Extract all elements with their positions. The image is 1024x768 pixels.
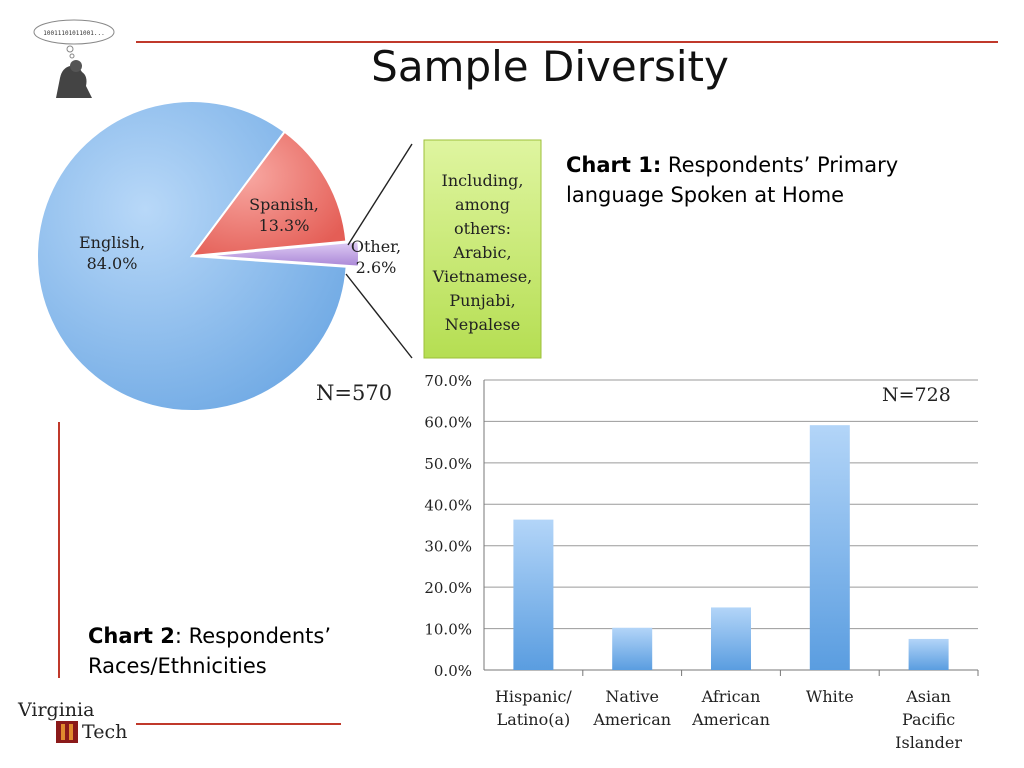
chart1-caption-text: Respondents’ Primary language Spoken at … [566, 153, 899, 207]
bar-white [809, 425, 850, 670]
bar-ytick-label: 30.0% [424, 538, 472, 556]
bar-ytick-label: 40.0% [424, 496, 472, 514]
pie-label-english: English, [79, 233, 145, 252]
bar-asian-pacific-islander [908, 638, 949, 670]
callout-line: among [455, 195, 510, 214]
bottom-accent-line [136, 723, 341, 725]
callout-line: Arabic, [452, 243, 511, 262]
bar-category-label: Islander [895, 733, 962, 752]
callout-line: Punjabi, [449, 291, 515, 310]
pie-chart: English, 84.0% Spanish, 13.3% Other, 2.6% Inc… [36, 100, 542, 412]
bar-category-label: American [691, 710, 770, 729]
bar-category-label: African [701, 687, 761, 706]
bar-native-american [612, 627, 653, 670]
bar-n-label: N=728 [882, 384, 951, 406]
pie-value-spanish: 13.3% [259, 216, 310, 235]
left-accent-line [58, 422, 60, 678]
bar-ytick-label: 50.0% [424, 455, 472, 473]
bar-category-label: Latino(a) [497, 710, 571, 729]
bar-ytick-label: 0.0% [434, 662, 472, 680]
bar-ytick-label: 70.0% [424, 372, 472, 390]
chart1-caption-bold: Chart 1: [566, 153, 662, 177]
thought-bubble-text: 10011101011001... [43, 30, 104, 37]
callout-connector-top [347, 143, 413, 246]
bar-ytick-label: 60.0% [424, 413, 472, 431]
bar-hispanic-latinoa [513, 519, 554, 670]
bar-category-label: Pacific [902, 710, 955, 729]
bar-ytick-label: 20.0% [424, 579, 472, 597]
callout-line: Including, [442, 171, 524, 190]
virginia-tech-logo: Virginia Tech [17, 699, 127, 743]
bar-category-label: Asian [905, 687, 951, 706]
bar-african-american [711, 607, 751, 670]
pie-label-spanish: Spanish, [249, 195, 319, 214]
bar-ytick-label: 10.0% [424, 621, 472, 639]
chart1-caption: Chart 1: Respondents’ Primary language S… [566, 150, 906, 210]
chart2-caption-text: : Respondents’ Races/Ethnicities [88, 624, 332, 678]
callout-connector-bottom [345, 273, 413, 359]
pie-label-other: Other, [351, 237, 401, 256]
thinker-icon: 10011101011001... [33, 19, 115, 98]
pie-slice-spanish [189, 130, 348, 258]
logo-line1: Virginia [17, 699, 94, 721]
pie-n-label: N=570 [316, 381, 392, 405]
bar-category-label: Hispanic/ [495, 687, 572, 706]
bar-chart: 0.0% 10.0% 20.0% 30.0% 40.0% 50.0% 60.0% 70.0% H… [424, 372, 979, 752]
callout-line: others: [454, 219, 511, 238]
page-title: Sample Diversity [371, 42, 729, 91]
title-underline [136, 41, 998, 43]
callout-box [423, 139, 542, 359]
pie-value-other: 2.6% [356, 258, 397, 277]
bar-category-label: Native [605, 687, 659, 706]
logo-line2: Tech [82, 721, 127, 743]
callout-line: Vietnamese, [432, 267, 533, 286]
pie-slice-other [203, 240, 360, 268]
callout-line: Nepalese [445, 315, 521, 334]
pie-value-english: 84.0% [87, 254, 138, 273]
bar-category-label: White [806, 687, 854, 706]
bar-category-label: American [592, 710, 671, 729]
chart2-caption: Chart 2: Respondents’ Races/Ethnicities [88, 621, 388, 681]
chart2-caption-bold: Chart 2 [88, 624, 175, 648]
